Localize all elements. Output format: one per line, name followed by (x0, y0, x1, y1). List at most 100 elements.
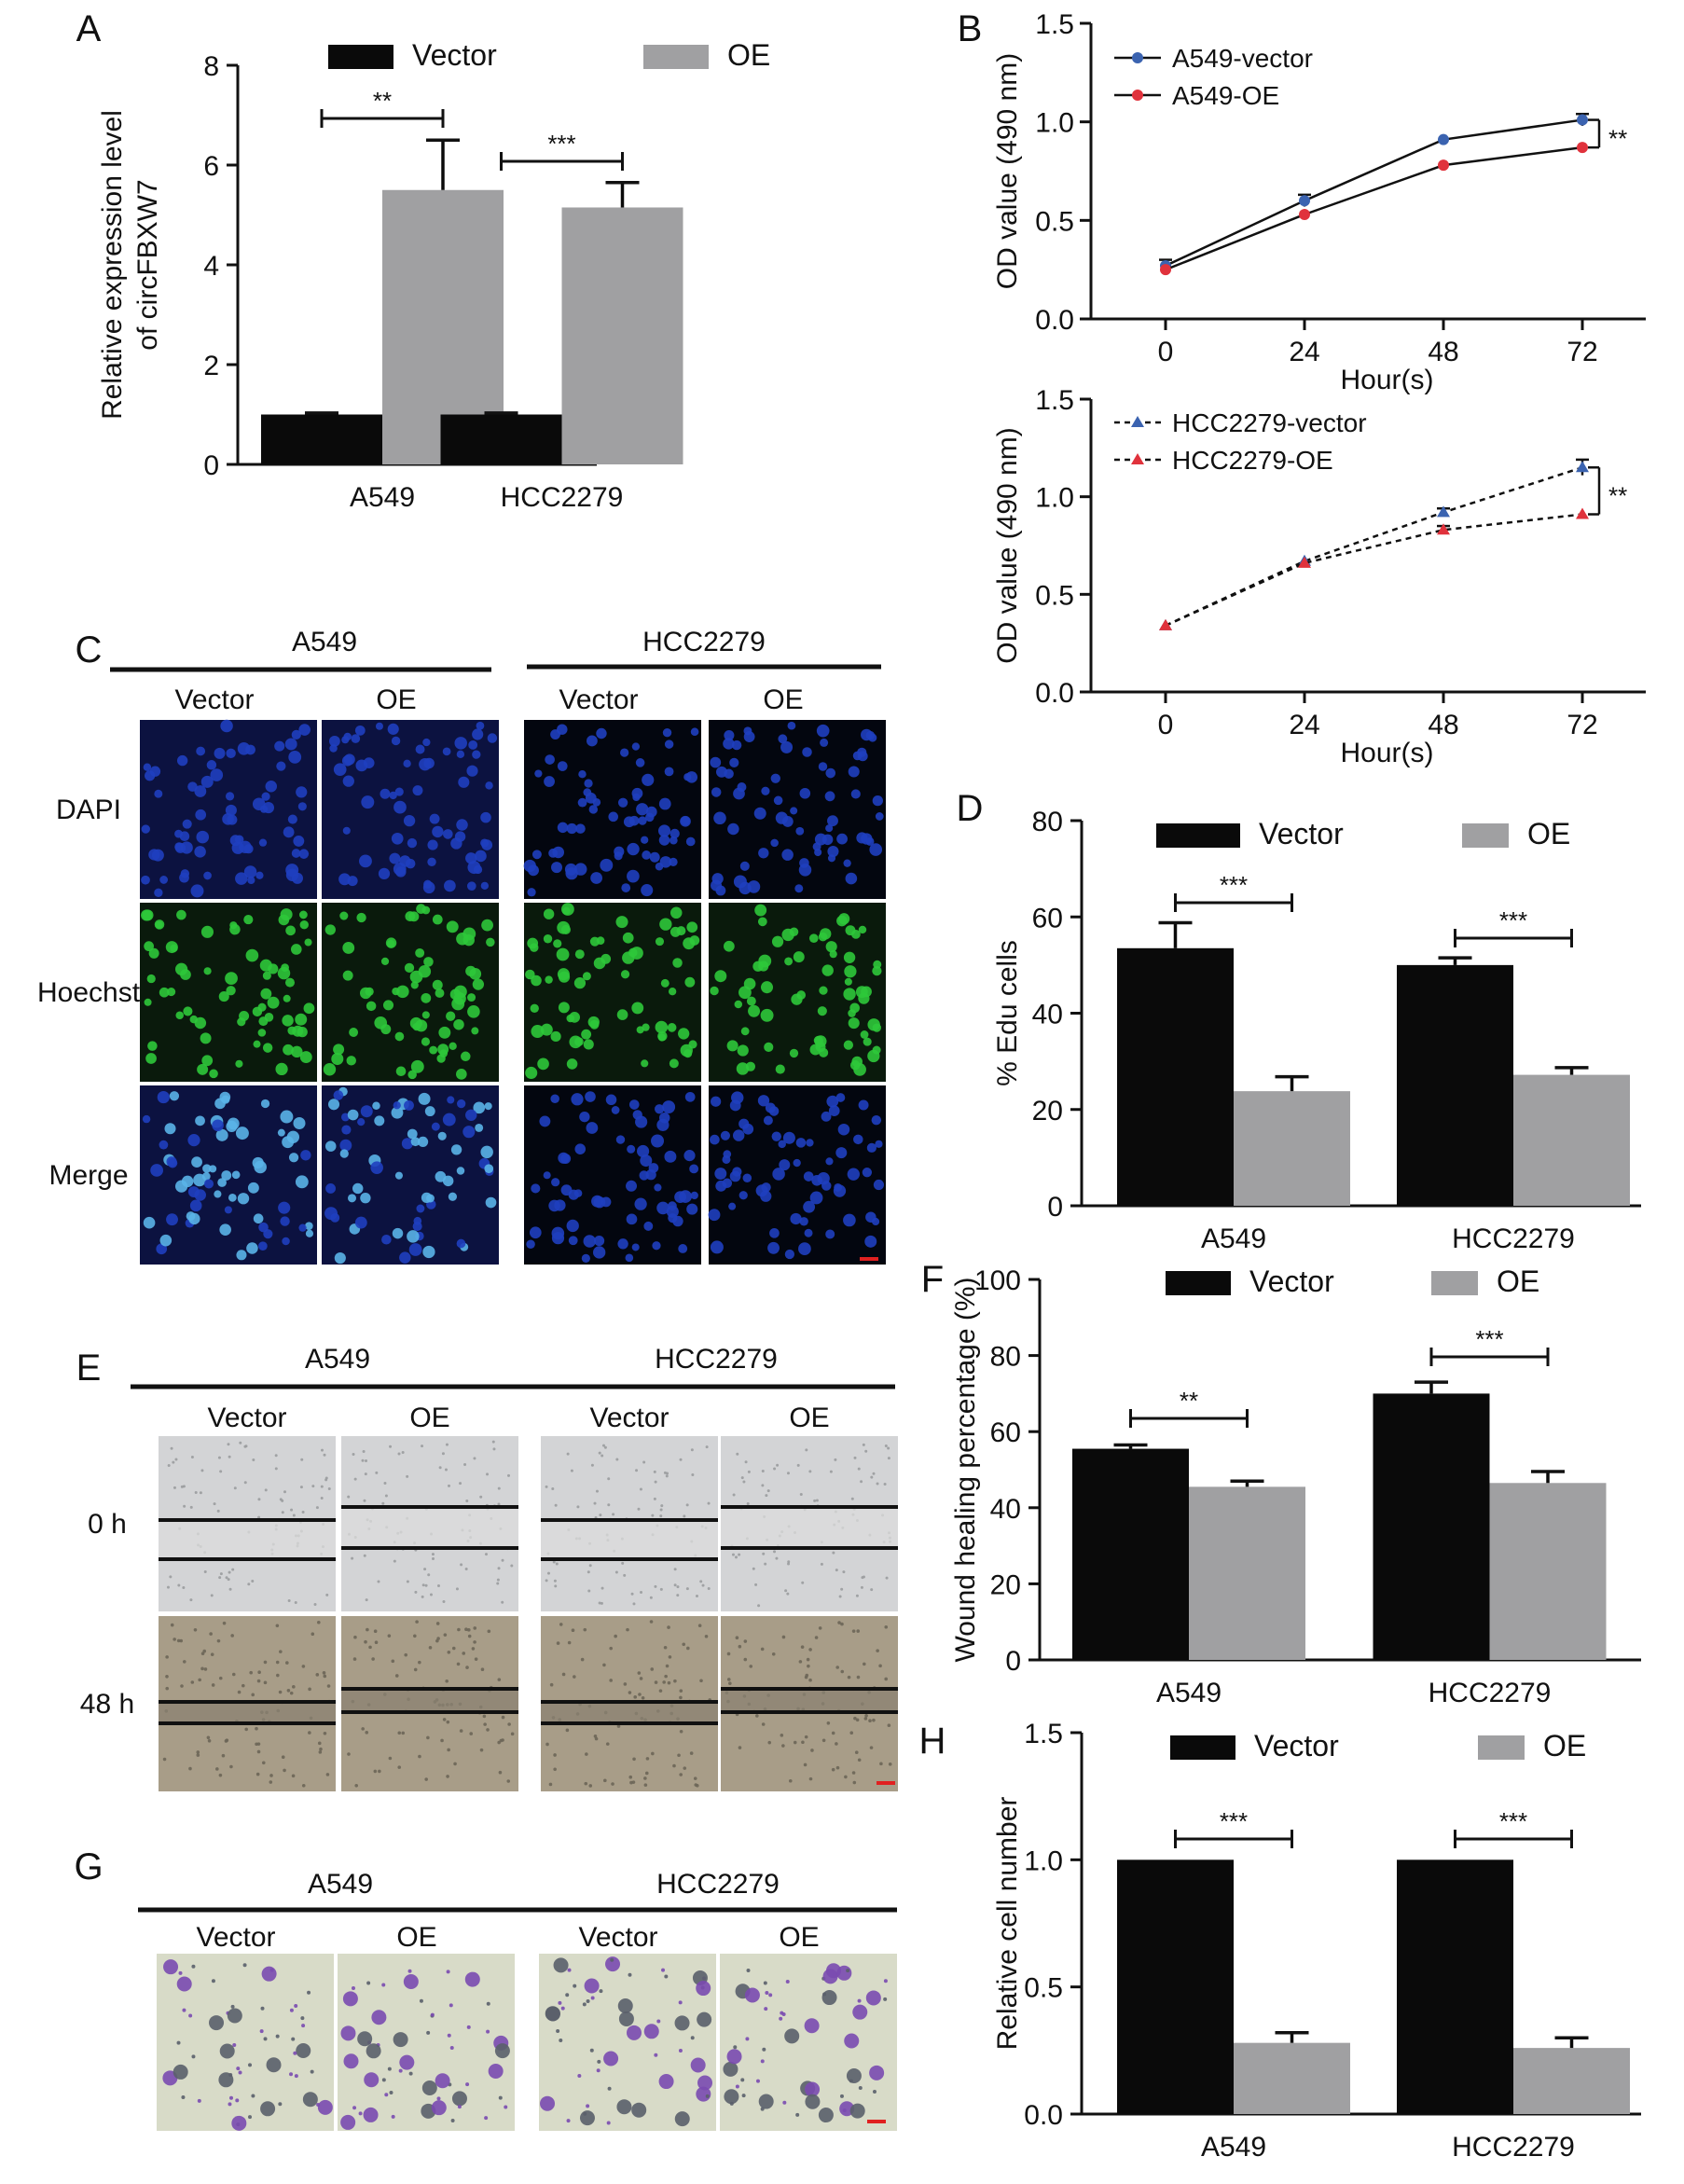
cell (819, 986, 828, 995)
cell (193, 1627, 198, 1632)
cell (196, 746, 206, 756)
cell (866, 1142, 877, 1153)
cell (443, 829, 453, 839)
bar-oe (1234, 1091, 1350, 1206)
micrograph-tile (524, 903, 701, 1082)
cell (190, 1680, 195, 1684)
cell (626, 1213, 638, 1225)
cell (408, 1243, 422, 1256)
cell (853, 1716, 857, 1721)
cell (567, 1640, 572, 1645)
cell (248, 2063, 253, 2067)
cell (645, 1757, 650, 1761)
cell (371, 2010, 387, 2025)
cell (338, 873, 351, 886)
cell (829, 950, 837, 959)
cell (884, 1444, 888, 1448)
wound-gap (721, 1689, 898, 1712)
cell (236, 2067, 241, 2071)
cell (154, 789, 163, 798)
cell (174, 962, 188, 975)
cell (862, 1575, 865, 1579)
cell (215, 1767, 219, 1771)
bar-vector (1117, 947, 1234, 1206)
cell (738, 1746, 742, 1749)
significance-marker: *** (1220, 871, 1248, 899)
cell (862, 1443, 865, 1446)
cell (749, 1665, 753, 1668)
cell (678, 2048, 683, 2053)
cell (463, 1463, 467, 1467)
micrograph-tile (322, 903, 499, 1082)
cell (187, 1134, 200, 1147)
cell (870, 1475, 874, 1479)
cell (383, 1481, 387, 1485)
cell (276, 1673, 280, 1678)
cell (443, 1633, 448, 1637)
cell (251, 1693, 255, 1697)
cell (354, 1216, 367, 1229)
cell (280, 1110, 294, 1124)
cell (181, 2094, 186, 2099)
cell (626, 2025, 642, 2040)
cell (421, 1583, 425, 1587)
cell (191, 1964, 196, 1969)
cell (843, 859, 851, 867)
cell (761, 1470, 765, 1473)
cell (453, 1018, 464, 1030)
cell (432, 914, 443, 925)
cell (857, 1467, 861, 1471)
cell (221, 1753, 226, 1758)
cell (584, 1781, 588, 1786)
cell (431, 1553, 435, 1556)
cell (284, 977, 296, 988)
cell (669, 857, 678, 867)
condition-label: Vector (589, 1403, 669, 1433)
cell (173, 2064, 188, 2080)
cell (744, 1460, 748, 1464)
cell (200, 925, 214, 938)
cell (211, 1683, 215, 1687)
cell (651, 1514, 655, 1517)
cell (286, 1130, 300, 1143)
cell (308, 1731, 311, 1735)
cell (827, 815, 838, 827)
cell (237, 1193, 250, 1205)
cell (550, 729, 560, 740)
cell (442, 1718, 447, 1721)
cell (389, 2090, 393, 2094)
cell (662, 727, 672, 738)
cell (486, 2029, 490, 2034)
condition-label: Vector (207, 1403, 286, 1433)
cell (660, 978, 669, 988)
legend-swatch-vector (328, 45, 393, 69)
cell (287, 1026, 297, 1035)
cell (497, 1740, 501, 1745)
cell (200, 1032, 212, 1044)
cell (221, 1095, 230, 1104)
cell (438, 1466, 442, 1470)
cell (872, 1718, 876, 1722)
cell (283, 826, 295, 838)
cell (653, 1497, 656, 1500)
cell (211, 1979, 215, 1984)
panel-letter-b: B (958, 8, 983, 49)
x-tick-label: HCC2279 (501, 482, 624, 513)
cell (279, 1650, 283, 1653)
cell (768, 1993, 773, 1997)
cell (628, 1691, 632, 1694)
cell (820, 1562, 823, 1566)
cell (636, 803, 649, 816)
cell (450, 837, 462, 850)
cell (887, 1457, 890, 1460)
cell (473, 1101, 486, 1114)
cell (787, 1560, 791, 1564)
cell (767, 1241, 780, 1254)
cell (325, 1183, 336, 1194)
cell (202, 1164, 212, 1173)
cell (421, 905, 431, 915)
cell (175, 1011, 184, 1020)
cell (142, 909, 154, 921)
cell (825, 767, 836, 779)
cell (437, 1131, 447, 1140)
